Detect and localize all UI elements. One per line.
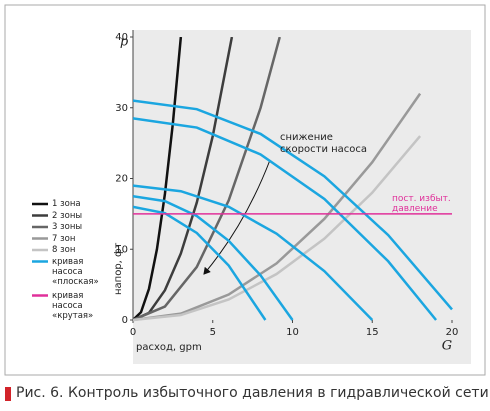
annotation: снижение скорости насоса — [280, 132, 367, 155]
annotation-arrow — [203, 159, 271, 275]
y-tick-label: 0 — [122, 315, 128, 326]
x-symbol: G — [442, 339, 452, 354]
pump-curve — [133, 184, 374, 321]
x-tick-label: 20 — [446, 327, 459, 338]
pump-curve — [133, 205, 267, 321]
y-label: напор, фт — [113, 242, 124, 295]
text-line: пост. избыт. — [392, 194, 454, 204]
system-curve — [133, 92, 422, 322]
x-tick-label: 0 — [130, 327, 136, 338]
y-tick-label: 20 — [115, 174, 128, 185]
legend-label: 7 зон — [52, 233, 76, 244]
system-curve — [133, 135, 422, 322]
y-symbol: p — [120, 35, 129, 50]
text-line: снижение — [280, 132, 336, 143]
x-tick-label: 5 — [210, 327, 216, 338]
pump-curve — [133, 194, 294, 321]
pressure-label: пост. избыт. давление — [392, 194, 454, 214]
y-tick-label: 10 — [115, 244, 128, 255]
x-label: расход, gpm — [136, 342, 202, 353]
legend-label: кривая насоса «крутая» — [52, 290, 94, 321]
pump-curve — [133, 117, 438, 321]
legend-label: 1 зона — [52, 199, 81, 209]
caption-marker — [5, 387, 11, 401]
plot-background — [133, 30, 471, 364]
x-tick-label: 15 — [366, 327, 379, 338]
pump-curve — [133, 99, 453, 311]
caption: Рис. 6. Контроль избыточного давления в … — [16, 385, 489, 401]
y-tick-label: 30 — [115, 103, 128, 114]
legend-label: 3 зоны — [52, 222, 83, 232]
legend-label: 8 зон — [52, 245, 76, 255]
system-curve — [133, 37, 281, 322]
legend-label: 2 зоны — [52, 210, 83, 221]
x-tick-label: 10 — [286, 327, 299, 338]
legend-label: кривая насоса «плоская» — [52, 256, 99, 287]
y-tick-label: 40 — [115, 32, 128, 43]
frame — [4, 4, 486, 376]
text-line: давление — [392, 204, 438, 214]
text-line: скорости насоса — [280, 144, 367, 155]
